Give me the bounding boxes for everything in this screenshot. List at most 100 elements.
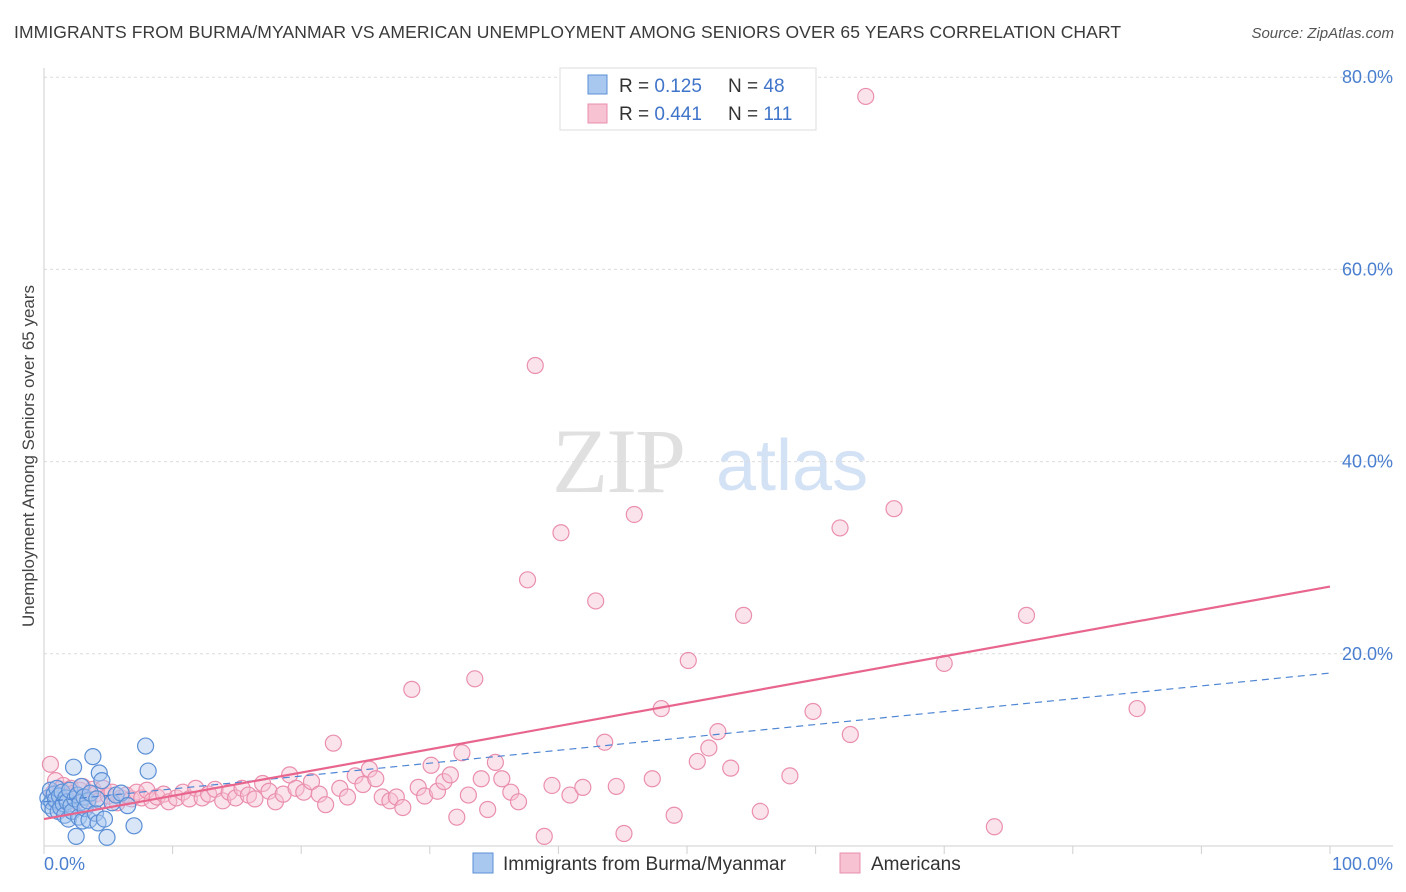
y-axis-tick-labels: 20.0% 40.0% 60.0% 80.0% [1342,67,1393,664]
watermark-zip: ZIP [552,410,684,512]
stats-legend: R = 0.125 N = 48 R = 0.441 N = 111 [559,67,817,131]
data-point-burma [93,772,111,790]
legend-r-label: R = [619,76,654,97]
trend-line-americans [43,585,1331,821]
data-point-americans [287,779,305,797]
data-point-burma [67,827,85,845]
data-point-americans [394,798,412,817]
data-point-americans [466,670,484,688]
data-point-americans [518,571,537,589]
legend-n-value-americans: 111 [763,104,792,125]
data-point-americans [857,87,875,106]
data-point-americans [526,356,544,375]
data-point-americans [596,733,614,751]
legend-n-value-burma: 48 [763,76,784,97]
data-point-americans [324,734,342,752]
data-point-burma [139,762,157,780]
data-point-americans [734,606,753,624]
data-point-americans [260,782,278,800]
data-point-americans [338,788,357,806]
trend-lines [43,585,1331,821]
data-point-americans [472,770,490,788]
data-point-americans [985,818,1003,836]
y-axis-label: Unemployment Among Seniors over 65 years [19,285,38,627]
grid-lines [44,76,1393,655]
data-point-burma [125,817,143,835]
data-point-americans [180,790,198,808]
data-point-americans [479,800,497,819]
data-point-burma [84,748,102,766]
x-axis-tick-labels: 0.0% 100.0% [44,854,1393,874]
svg-text:R = 0.441: R = 0.441 [619,104,702,125]
data-point-burma [98,828,116,846]
chart-title: IMMIGRANTS FROM BURMA/MYANMAR VS AMERICA… [14,22,1122,42]
data-point-americans [493,770,511,788]
svg-text:N = 111: N = 111 [728,104,792,125]
data-point-americans [435,773,453,791]
x-axis-ticks [43,846,1331,854]
data-point-americans [543,776,561,795]
series-legend-label-burma: Immigrants from Burma/Myanmar [503,854,787,875]
data-point-americans [428,782,447,800]
data-point-americans [422,756,440,774]
data-point-americans [409,778,427,796]
data-point-americans [781,767,799,785]
data-point-americans [448,808,466,826]
data-point-americans [804,702,822,721]
legend-n-label: N = [728,76,763,97]
data-point-americans [403,680,421,698]
data-point-americans [643,770,661,788]
data-point-americans [607,777,625,796]
data-point-americans [220,783,238,801]
data-point-burma [95,810,114,828]
data-point-americans [831,519,849,537]
data-point-americans [246,790,264,808]
legend-swatch-burma [587,74,608,95]
y-tick-label: 80.0% [1342,67,1393,87]
data-point-americans [885,500,903,518]
data-point-americans [679,651,697,670]
data-point-burma [64,758,83,776]
series-legend-swatch-burma [472,852,494,874]
data-point-americans [625,505,643,524]
data-point-americans [700,739,718,757]
data-point-americans [317,796,335,814]
svg-text:R = 0.125: R = 0.125 [619,76,702,97]
data-point-burma [136,737,155,755]
data-point-americans [373,788,391,806]
series-burma-points [39,737,157,846]
data-point-americans [453,744,471,762]
data-point-americans [535,827,553,845]
legend-n-label: N = [728,104,763,125]
data-point-americans [509,793,528,811]
data-point-americans [367,770,385,788]
legend-r-value-burma: 0.125 [654,76,702,97]
data-point-americans [688,752,706,771]
data-point-americans [552,524,570,542]
data-point-americans [459,786,477,804]
legend-r-value-americans: 0.441 [654,104,702,125]
data-point-americans [841,725,859,744]
data-point-americans [227,789,245,807]
data-point-americans [665,806,683,824]
series-legend-label-americans: Americans [871,854,961,875]
data-point-americans [574,778,592,796]
data-point-americans [615,824,633,843]
data-point-burma [72,777,90,796]
legend-swatch-americans [587,103,608,124]
data-point-americans [751,802,769,821]
source-credit: Source: ZipAtlas.com [1251,25,1394,42]
y-tick-label: 40.0% [1342,452,1393,472]
data-point-americans [1128,699,1146,718]
axes [43,68,1393,847]
series-legend-swatch-americans [839,852,861,874]
data-point-americans [302,773,321,791]
data-point-americans [587,592,605,610]
svg-text:N = 48: N = 48 [728,76,785,97]
y-tick-label: 20.0% [1342,644,1393,664]
data-point-americans [561,786,579,804]
data-point-americans [486,753,504,771]
data-point-americans [41,755,60,773]
trend-line-burma [43,672,1331,803]
